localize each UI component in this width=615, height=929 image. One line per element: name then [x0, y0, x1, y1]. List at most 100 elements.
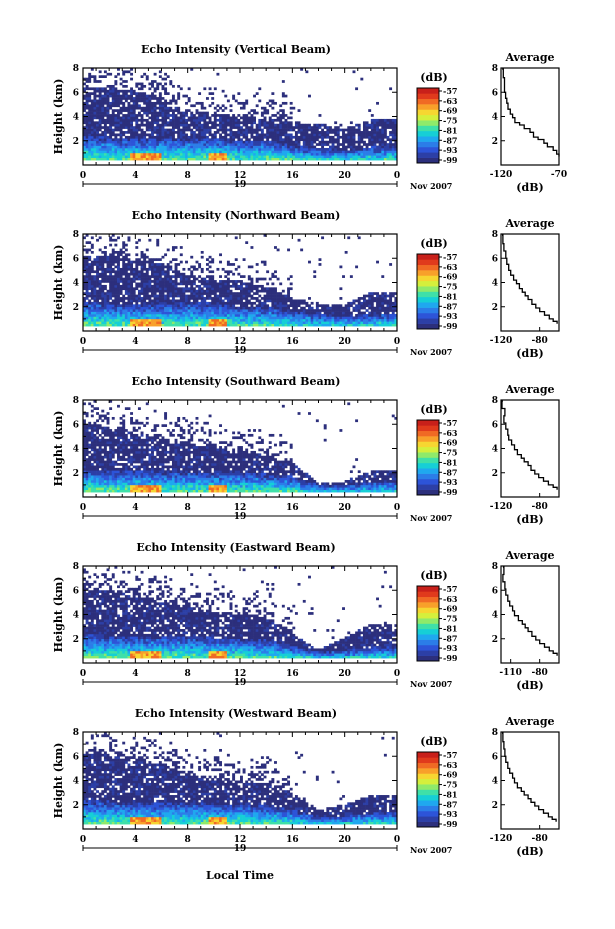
heatmap-cell	[192, 133, 196, 137]
heatmap-cell	[245, 157, 249, 161]
heatmap-cell	[284, 311, 288, 315]
heatmap-cell	[93, 133, 97, 137]
heatmap-cell	[240, 150, 243, 154]
heatmap-cell	[247, 145, 251, 149]
heatmap-cell	[247, 143, 251, 146]
heatmap-cell	[140, 297, 144, 300]
heatmap-cell	[200, 111, 204, 115]
heatmap-cell	[287, 140, 291, 144]
heatmap-cell	[127, 152, 131, 156]
heatmap-cell	[378, 150, 382, 154]
heatmap-cell	[166, 282, 170, 286]
heatmap-cell	[83, 297, 86, 300]
heatmap-cell	[328, 128, 332, 132]
heatmap-cell	[93, 111, 97, 115]
heatmap-cell	[305, 150, 309, 154]
heatmap-cell	[143, 265, 147, 269]
heatmap-cell	[88, 135, 92, 139]
heatmap-cell	[174, 143, 178, 146]
heatmap-cell	[245, 301, 249, 305]
heatmap-cell	[135, 150, 139, 154]
heatmap-cell	[339, 143, 343, 146]
heatmap-cell	[266, 135, 270, 139]
heatmap-cell	[355, 152, 359, 156]
heatmap-cell	[221, 145, 225, 149]
heatmap-cell	[83, 429, 86, 432]
heatmap-cell	[111, 131, 115, 134]
heatmap-cell	[114, 148, 118, 151]
heatmap-cell	[106, 316, 110, 320]
heatmap-cell	[137, 270, 141, 274]
heatmap-cell	[242, 258, 246, 261]
heatmap-cell	[260, 152, 264, 156]
heatmap-cell	[98, 70, 102, 74]
heatmap-cell	[376, 311, 379, 315]
heatmap-cell	[122, 299, 126, 303]
heatmap-cell	[114, 292, 118, 295]
heatmap-cell	[156, 155, 160, 159]
heatmap-cell	[114, 87, 118, 91]
heatmap-cell	[185, 299, 188, 303]
heatmap-cell	[245, 152, 249, 156]
heatmap-cell	[174, 284, 178, 288]
heatmap-cell	[315, 131, 319, 134]
heatmap-cell	[182, 318, 186, 322]
heatmap-cell	[190, 118, 194, 122]
heatmap-cell	[119, 311, 123, 315]
heatmap-cell	[111, 260, 115, 264]
heatmap-cell	[114, 97, 118, 100]
heatmap-cell	[308, 128, 311, 132]
heatmap-cell	[156, 101, 160, 105]
heatmap-cell	[179, 246, 183, 249]
heatmap-cell	[224, 155, 228, 159]
heatmap-cell	[111, 114, 115, 117]
heatmap-cell	[216, 284, 220, 288]
heatmap-cell	[156, 140, 160, 144]
heatmap-cell	[117, 114, 120, 117]
heatmap-cell	[232, 97, 236, 100]
heatmap-cell	[355, 157, 359, 161]
heatmap-cell	[211, 114, 215, 117]
heatmap-cell	[240, 294, 243, 298]
heatmap-cell	[258, 316, 262, 320]
heatmap-cell	[284, 121, 288, 125]
heatmap-cell	[200, 106, 204, 110]
heatmap-cell	[281, 126, 285, 129]
heatmap-cell	[226, 318, 230, 322]
heatmap-cell	[381, 318, 385, 322]
heatmap-cell	[143, 106, 147, 110]
heatmap-cell	[211, 126, 215, 129]
heatmap-cell	[226, 294, 230, 298]
heatmap-cell	[185, 118, 188, 122]
heatmap-cell	[263, 121, 267, 125]
heatmap-cell	[93, 128, 97, 132]
heatmap-cell	[190, 272, 194, 276]
heatmap-cell	[111, 94, 115, 98]
heatmap-cell	[355, 145, 359, 149]
heatmap-cell	[122, 306, 126, 310]
heatmap-cell	[143, 145, 147, 149]
heatmap-cell	[124, 301, 128, 305]
heatmap-cell	[313, 157, 317, 161]
heatmap-cell	[117, 121, 120, 125]
heatmap-cell	[198, 121, 202, 125]
heatmap-cell	[370, 155, 374, 159]
heatmap-cell	[383, 128, 387, 132]
heatmap-cell	[169, 287, 173, 291]
heatmap-cell	[143, 133, 147, 137]
heatmap-cell	[179, 150, 183, 154]
heatmap-cell	[156, 294, 160, 298]
heatmap-cell	[179, 306, 183, 310]
heatmap-cell	[85, 306, 89, 310]
heatmap-cell	[164, 131, 168, 134]
heatmap-cell	[240, 106, 243, 110]
heatmap-cell	[281, 289, 285, 293]
heatmap-cell	[334, 128, 338, 132]
heatmap-cell	[276, 248, 280, 252]
heatmap-cell	[302, 157, 306, 161]
heatmap-cell	[166, 155, 170, 159]
heatmap-cell	[127, 118, 131, 122]
heatmap-cell	[389, 121, 393, 125]
heatmap-cell	[174, 131, 178, 134]
heatmap-cell	[98, 280, 102, 283]
